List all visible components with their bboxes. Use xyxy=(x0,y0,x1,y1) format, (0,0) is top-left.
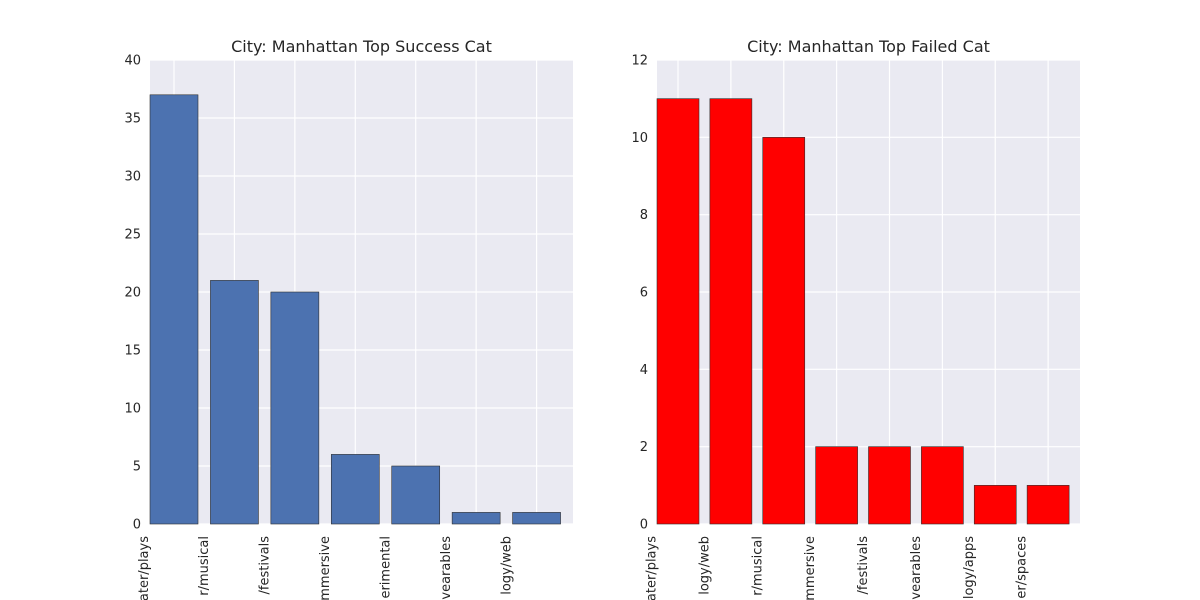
y-tick-label: 10 xyxy=(631,131,648,146)
x-tick-label: er/spaces xyxy=(1015,536,1030,599)
success-category-chart: 0 5 10 15 20 25 30 35 40 ater/plays r/musical/fes… xyxy=(124,37,573,600)
y-tick-label: 2 xyxy=(640,440,648,455)
y-axis-ticks: 0 5 10 15 20 25 30 35 40 xyxy=(124,54,141,533)
y-tick-label: 6 xyxy=(640,286,648,301)
bar xyxy=(330,454,380,525)
y-tick-label: 5 xyxy=(133,460,141,475)
y-tick-label: 35 xyxy=(124,112,141,127)
x-tick-label: vearables xyxy=(439,536,454,600)
y-tick-label: 25 xyxy=(124,228,141,243)
bar-series xyxy=(149,94,561,525)
bar xyxy=(210,280,259,525)
failed-category-chart: 0 2 4 6 8 10 12 ater/plays logy/web r/musical mme… xyxy=(631,37,1080,600)
y-tick-label: 8 xyxy=(640,208,648,223)
y-tick-label: 0 xyxy=(133,518,141,533)
bar xyxy=(512,512,561,525)
bar xyxy=(656,98,700,525)
x-axis-ticks: ater/plays logy/web r/musical mmersive/fest… xyxy=(645,536,1030,600)
x-tick-label: mmersive xyxy=(803,536,818,600)
bar xyxy=(815,446,858,525)
y-tick-label: 40 xyxy=(124,54,141,69)
x-tick-label: r/musical xyxy=(750,536,765,596)
bar xyxy=(973,485,1017,525)
x-tick-label: mmersive xyxy=(318,536,333,600)
x-tick-label: logy/web xyxy=(697,536,712,595)
bar xyxy=(709,98,753,525)
y-tick-label: 30 xyxy=(124,170,141,185)
y-tick-label: 0 xyxy=(640,518,648,533)
x-tick-label: /festivals xyxy=(258,536,273,595)
chart-title: City: Manhattan Top Success Cat xyxy=(231,37,492,56)
y-tick-label: 20 xyxy=(124,286,141,301)
bar xyxy=(1026,485,1070,525)
x-tick-label: r/musical xyxy=(197,536,212,596)
y-tick-label: 10 xyxy=(124,402,141,417)
bar-series xyxy=(656,98,1070,525)
bar xyxy=(149,94,199,525)
bar xyxy=(868,446,911,525)
bar xyxy=(391,465,441,525)
bar xyxy=(762,137,806,525)
bar xyxy=(921,446,964,525)
chart-title: City: Manhattan Top Failed Cat xyxy=(747,37,990,56)
x-axis-ticks: ater/plays r/musical/festivals mmersive eri… xyxy=(137,536,515,600)
y-tick-label: 4 xyxy=(640,363,648,378)
x-tick-label: erimental xyxy=(379,536,394,599)
x-tick-label: ater/plays xyxy=(645,536,660,600)
x-tick-label: vearables xyxy=(909,536,924,600)
bar xyxy=(270,291,320,525)
y-axis-ticks: 0 2 4 6 8 10 12 xyxy=(631,54,648,533)
x-tick-label: logy/web xyxy=(499,536,514,595)
y-tick-label: 15 xyxy=(124,344,141,359)
y-tick-label: 12 xyxy=(631,54,648,69)
x-tick-label: logy/apps xyxy=(962,536,977,599)
x-tick-label: ater/plays xyxy=(137,536,152,600)
x-tick-label: /festivals xyxy=(856,536,871,595)
bar xyxy=(451,512,501,525)
